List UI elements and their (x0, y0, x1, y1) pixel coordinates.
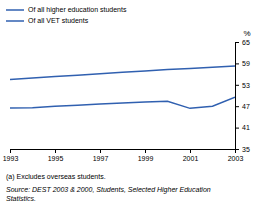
series-line (10, 66, 235, 80)
axis-domain (236, 43, 240, 150)
lines (10, 66, 235, 108)
footnote-line: Statistics. (6, 195, 36, 202)
tick: 59 (235, 60, 250, 67)
tick-label: 1999 (138, 155, 154, 162)
tick-mark (235, 42, 239, 43)
tick-label: 1993 (3, 155, 19, 162)
tick-mark (235, 106, 239, 107)
tick-label: 1997 (93, 155, 109, 162)
tick-mark (100, 149, 101, 153)
axis-domain (11, 150, 236, 154)
tick-label: 53 (242, 82, 250, 89)
footnote: Source: DEST 2003 & 2000, Students, Sele… (6, 186, 211, 202)
tick-mark (55, 149, 56, 153)
y-axis: 35 41 47 53 59 65 (235, 39, 250, 153)
tick-label: 2003 (228, 155, 244, 162)
legend-label: Of all VET students (28, 17, 89, 24)
tick-mark (235, 149, 239, 150)
tick-label: 35 (242, 146, 250, 153)
footnote: (a) Excludes overseas students. (6, 173, 106, 181)
tick-mark (10, 149, 11, 153)
y-axis-label: % (243, 29, 250, 38)
legend-item: Of all higher education students (6, 6, 127, 14)
tick-mark (235, 128, 239, 129)
tick-mark (235, 85, 239, 86)
x-axis: 1993 1995 1997 1999 2001 2003 (3, 149, 244, 162)
tick: 1997 (93, 149, 109, 162)
tick-label: 59 (242, 60, 250, 67)
tick: 65 (235, 39, 250, 46)
tick: 53 (235, 82, 250, 89)
tick: 1999 (138, 149, 154, 162)
tick: 41 (235, 124, 250, 131)
tick: 2001 (183, 149, 199, 162)
tick: 1995 (48, 149, 64, 162)
tick: 47 (235, 103, 250, 110)
tick-mark (190, 149, 191, 153)
chart: 1993 1995 1997 1999 2001 2003 35 41 47 53 59 65% Of … (0, 0, 265, 219)
footnote-line: Source: DEST 2003 & 2000, Students, Sele… (6, 186, 211, 194)
tick-label: 1995 (48, 155, 64, 162)
tick-label: 41 (242, 124, 250, 131)
legend-swatch (6, 20, 24, 22)
tick: 1993 (3, 149, 19, 162)
plot-area: 1993 1995 1997 1999 2001 2003 35 41 47 53 59 65 (3, 39, 250, 162)
tick-mark (145, 149, 146, 153)
tick-label: 2001 (183, 155, 199, 162)
series-line (10, 97, 235, 108)
legend-swatch (6, 9, 24, 11)
tick-label: 47 (242, 103, 250, 110)
legend-label: Of all higher education students (28, 6, 127, 14)
tick: 35 (235, 146, 250, 153)
footnote-line: (a) Excludes overseas students. (6, 173, 106, 181)
tick-mark (235, 63, 239, 64)
legend: Of all higher education students Of all V… (6, 6, 127, 24)
legend-item: Of all VET students (6, 17, 89, 24)
tick-label: 65 (242, 39, 250, 46)
